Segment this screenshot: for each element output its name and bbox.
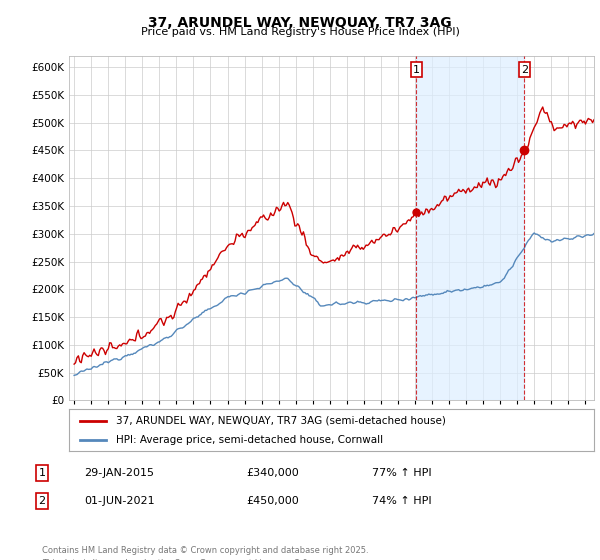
Text: 1: 1 xyxy=(413,64,420,74)
Text: 37, ARUNDEL WAY, NEWQUAY, TR7 3AG (semi-detached house): 37, ARUNDEL WAY, NEWQUAY, TR7 3AG (semi-… xyxy=(116,416,446,426)
Text: 2: 2 xyxy=(521,64,528,74)
Text: Price paid vs. HM Land Registry's House Price Index (HPI): Price paid vs. HM Land Registry's House … xyxy=(140,27,460,37)
Text: HPI: Average price, semi-detached house, Cornwall: HPI: Average price, semi-detached house,… xyxy=(116,435,383,445)
Bar xyxy=(416,56,524,400)
Text: Contains HM Land Registry data © Crown copyright and database right 2025.
This d: Contains HM Land Registry data © Crown c… xyxy=(42,546,368,560)
Text: 01-JUN-2021: 01-JUN-2021 xyxy=(84,496,155,506)
Text: 74% ↑ HPI: 74% ↑ HPI xyxy=(372,496,431,506)
Text: 2: 2 xyxy=(38,496,46,506)
Text: 29-JAN-2015: 29-JAN-2015 xyxy=(84,468,154,478)
Text: 77% ↑ HPI: 77% ↑ HPI xyxy=(372,468,431,478)
Text: 1: 1 xyxy=(38,468,46,478)
Text: £450,000: £450,000 xyxy=(246,496,299,506)
Text: £340,000: £340,000 xyxy=(246,468,299,478)
Text: 37, ARUNDEL WAY, NEWQUAY, TR7 3AG: 37, ARUNDEL WAY, NEWQUAY, TR7 3AG xyxy=(148,16,452,30)
